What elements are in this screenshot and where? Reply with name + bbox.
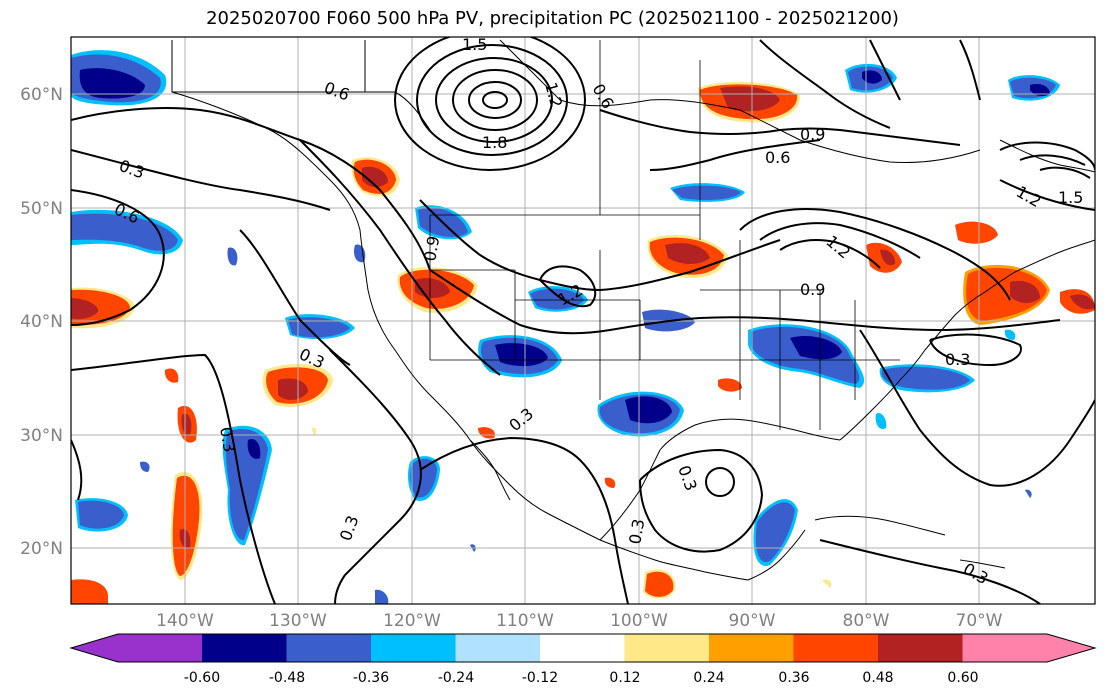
lat-tick-label: 20°N bbox=[20, 539, 63, 559]
contour-label: 0.9 bbox=[800, 280, 825, 299]
map-title: 2025020700 F060 500 hPa PV, precipitatio… bbox=[206, 8, 899, 29]
lat-tick-label: 40°N bbox=[20, 312, 63, 332]
contour-label: 0.9 bbox=[420, 234, 443, 262]
colorbar-segment bbox=[71, 634, 202, 662]
lat-tick-label: 50°N bbox=[20, 199, 63, 219]
contour-label: 1.8 bbox=[482, 133, 507, 152]
colorbar-segment bbox=[878, 634, 963, 662]
lat-tick-label: 60°N bbox=[20, 85, 63, 105]
lon-axis: 140°W 130°W 120°W 110°W 100°W 90°W 80°W … bbox=[156, 611, 1003, 631]
colorbar: -0.60 -0.48 -0.36 -0.24 -0.12 0.12 0.24 … bbox=[69, 633, 1097, 686]
contour-label: 0.9 bbox=[800, 125, 825, 144]
colorbar-segment bbox=[202, 634, 287, 662]
colorbar-segment bbox=[371, 634, 456, 662]
pv-contours bbox=[71, 37, 1095, 604]
colorbar-segment bbox=[540, 634, 625, 662]
lon-tick-label: 110°W bbox=[496, 611, 554, 631]
colorbar-label: 0.24 bbox=[693, 670, 724, 686]
colorbar-label: 0.12 bbox=[609, 670, 640, 686]
colorbar-label: -0.12 bbox=[522, 670, 558, 686]
colorbar-segment bbox=[709, 634, 794, 662]
colorbar-label: -0.48 bbox=[269, 670, 305, 686]
plot-frame bbox=[70, 36, 1096, 605]
lat-axis: 60°N 50°N 40°N 30°N 20°N bbox=[20, 85, 63, 559]
colorbar-label: -0.60 bbox=[184, 670, 220, 686]
colorbar-label: -0.24 bbox=[438, 670, 474, 686]
gridlines bbox=[71, 37, 1095, 604]
state-borders bbox=[429, 40, 900, 430]
lon-tick-label: 80°W bbox=[843, 611, 890, 631]
colorbar-segments bbox=[71, 634, 1095, 662]
colorbar-label: 0.60 bbox=[947, 670, 978, 686]
contour-label: 1.5 bbox=[1058, 188, 1083, 207]
contour-label: 1.5 bbox=[462, 35, 487, 54]
map-plot-area: 1.5 0.6 1.2 0.6 1.8 0.9 0.6 0.3 0.6 0.9 … bbox=[71, 35, 1095, 604]
lon-tick-label: 70°W bbox=[956, 611, 1003, 631]
colorbar-outline bbox=[69, 633, 1097, 663]
colorbar-label: -0.36 bbox=[353, 670, 389, 686]
contour-label: 0.3 bbox=[216, 425, 239, 453]
lon-tick-label: 90°W bbox=[729, 611, 776, 631]
lat-tick-label: 30°N bbox=[20, 426, 63, 446]
lon-tick-label: 130°W bbox=[269, 611, 327, 631]
colorbar-segment bbox=[962, 634, 1095, 662]
lon-tick-label: 120°W bbox=[383, 611, 441, 631]
colorbar-label: 0.36 bbox=[778, 670, 809, 686]
colorbar-segment bbox=[286, 634, 371, 662]
contour-label: 0.3 bbox=[945, 350, 970, 369]
colorbar-segment bbox=[624, 634, 709, 662]
colorbar-label: 0.48 bbox=[862, 670, 893, 686]
colorbar-labels: -0.60 -0.48 -0.36 -0.24 -0.12 0.12 0.24 … bbox=[184, 670, 979, 686]
lon-tick-label: 140°W bbox=[156, 611, 214, 631]
lon-tick-label: 100°W bbox=[610, 611, 668, 631]
colorbar-segment bbox=[793, 634, 878, 662]
contour-label: 0.6 bbox=[765, 148, 790, 167]
contour-label: 0.3 bbox=[625, 517, 648, 545]
colorbar-segment bbox=[455, 634, 540, 662]
